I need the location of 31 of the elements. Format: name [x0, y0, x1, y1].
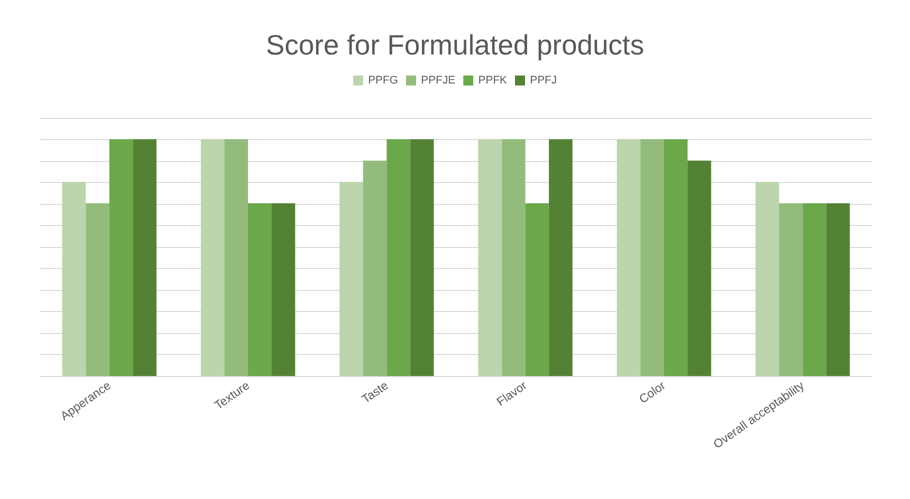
legend-label: PPFK — [478, 74, 508, 86]
bar — [386, 139, 410, 376]
legend-label: PPFG — [368, 74, 398, 86]
bar — [224, 139, 248, 376]
bar — [86, 203, 110, 376]
bar — [363, 160, 387, 376]
bar — [200, 139, 224, 376]
bar — [548, 139, 572, 376]
bar — [826, 203, 850, 376]
x-tick-label: Taste — [359, 378, 391, 406]
bar — [272, 203, 296, 376]
x-tick-label: Color — [636, 378, 668, 406]
bar — [688, 160, 712, 376]
bar — [132, 139, 156, 376]
legend-label: PPFJE — [421, 74, 456, 86]
bar — [340, 182, 364, 376]
bar — [478, 139, 502, 376]
bar — [802, 203, 826, 376]
bar — [62, 182, 86, 376]
bar — [410, 139, 434, 376]
bar — [616, 139, 640, 376]
bar — [664, 139, 688, 376]
bar — [248, 203, 272, 376]
bar — [779, 203, 803, 376]
bar — [525, 203, 549, 376]
legend-label: PPFJ — [530, 74, 557, 86]
bar — [640, 139, 664, 376]
chart-title: Score for Formulated products — [266, 30, 644, 60]
bar — [756, 182, 780, 376]
bar — [502, 139, 526, 376]
bar — [109, 139, 133, 376]
